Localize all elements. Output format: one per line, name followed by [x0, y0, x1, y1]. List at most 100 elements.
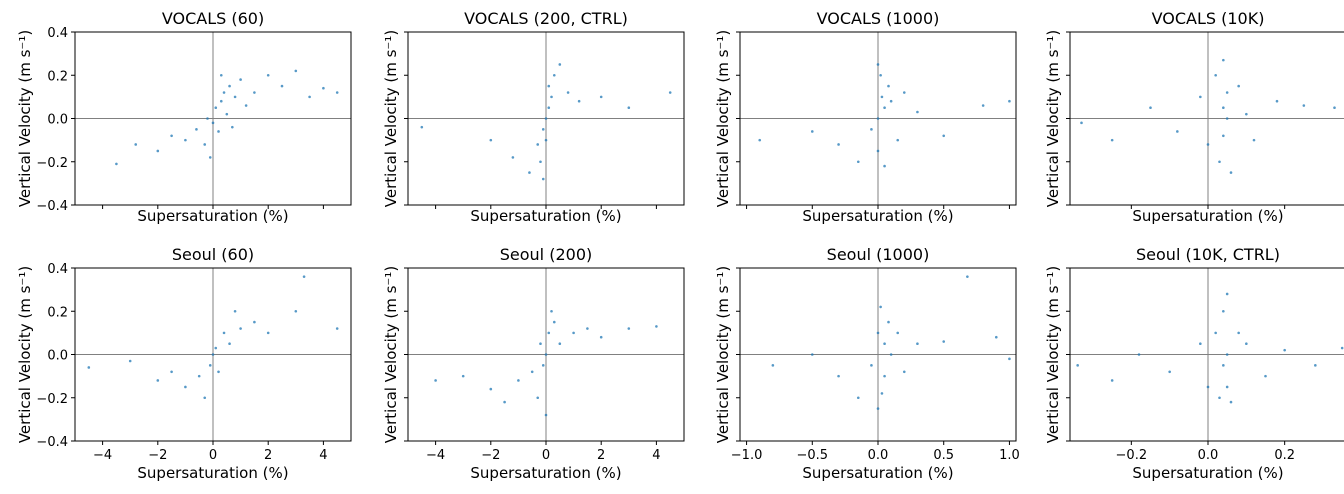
data-point [883, 106, 886, 109]
data-point [1110, 138, 1114, 142]
data-point [1008, 99, 1011, 103]
data-point [668, 91, 672, 94]
data-point [1225, 292, 1229, 296]
y-tick-label: 0.2 [47, 305, 68, 320]
data-point [1110, 379, 1114, 382]
data-point [876, 117, 880, 120]
data-point [550, 309, 553, 313]
x-tick-label: 0.5 [933, 448, 954, 463]
data-point [1149, 106, 1152, 109]
panel-title: VOCALS (60) [162, 9, 264, 28]
data-point [880, 95, 884, 99]
data-point [128, 359, 132, 363]
data-point [942, 134, 946, 138]
data-point [1283, 348, 1286, 352]
data-point [1206, 143, 1210, 146]
data-point [916, 110, 919, 114]
data-point [547, 331, 551, 335]
data-point [217, 130, 220, 133]
data-point [1222, 106, 1225, 109]
data-point [1229, 400, 1233, 404]
data-point [896, 331, 900, 335]
data-point [544, 413, 548, 417]
data-point [994, 335, 998, 339]
data-point [170, 370, 173, 374]
x-tick-label: −4 [93, 448, 112, 463]
data-point [208, 156, 212, 159]
y-tick-label: 0.0 [47, 113, 68, 128]
x-axis-label: Supersaturation (%) [802, 207, 953, 225]
data-point [228, 342, 231, 345]
data-point [558, 63, 562, 66]
data-point [208, 364, 212, 367]
data-point [539, 160, 542, 164]
x-tick-label: 0 [542, 448, 550, 463]
data-point [206, 117, 209, 120]
data-point [902, 370, 906, 374]
x-tick-label: 4 [652, 448, 660, 463]
data-point [511, 156, 515, 159]
y-tick-label: 0.0 [47, 349, 68, 364]
data-point [156, 379, 160, 382]
y-tick-label: 0.2 [47, 69, 68, 84]
x-axis-label: Supersaturation (%) [1132, 207, 1283, 225]
data-point [810, 130, 814, 133]
data-point [266, 73, 270, 77]
data-point [184, 385, 187, 389]
data-point [1222, 309, 1225, 313]
data-point [219, 99, 223, 103]
data-point [530, 370, 534, 374]
data-point [1218, 160, 1221, 164]
data-point [837, 374, 840, 378]
data-point [1340, 346, 1344, 350]
data-point [552, 73, 556, 77]
data-point [539, 342, 542, 345]
data-point [544, 353, 548, 356]
data-point [211, 121, 215, 125]
data-point [837, 143, 840, 146]
data-point [883, 374, 886, 378]
data-point [214, 346, 218, 350]
y-axis-label: Vertical Velocity (m s⁻¹) [714, 266, 732, 443]
data-point [203, 396, 207, 400]
data-point [253, 91, 256, 94]
data-point [1237, 331, 1240, 335]
data-point [1199, 95, 1202, 99]
data-point [544, 117, 548, 120]
data-point [883, 164, 886, 168]
data-point [1206, 385, 1210, 389]
data-point [896, 138, 900, 142]
data-point [217, 370, 220, 374]
data-point [883, 342, 886, 345]
x-tick-label: 2 [264, 448, 272, 463]
y-tick-label: −0.2 [36, 392, 68, 407]
y-axis-label: Vertical Velocity (m s⁻¹) [16, 266, 34, 443]
data-point [558, 342, 562, 345]
data-point [280, 84, 284, 88]
x-tick-label: −2 [481, 448, 500, 463]
y-tick-label: −0.2 [36, 156, 68, 171]
data-point [1222, 134, 1225, 138]
data-point [170, 134, 173, 138]
data-point [536, 143, 540, 146]
data-point [1252, 138, 1256, 142]
data-point [231, 125, 234, 129]
x-tick-label: −4 [426, 448, 445, 463]
data-point [547, 84, 551, 88]
data-point [902, 91, 906, 94]
x-tick-label: −0.5 [796, 448, 828, 463]
data-point [222, 331, 226, 335]
data-point [1314, 364, 1317, 367]
x-axis-label: Supersaturation (%) [137, 207, 288, 225]
data-point [758, 138, 762, 142]
data-point [1225, 117, 1229, 120]
data-point [335, 327, 339, 330]
data-point [184, 138, 187, 142]
data-point [197, 374, 201, 378]
data-point [1076, 364, 1079, 367]
data-point [294, 309, 298, 313]
data-point [115, 162, 118, 166]
data-point [655, 325, 658, 328]
data-point [810, 353, 814, 356]
